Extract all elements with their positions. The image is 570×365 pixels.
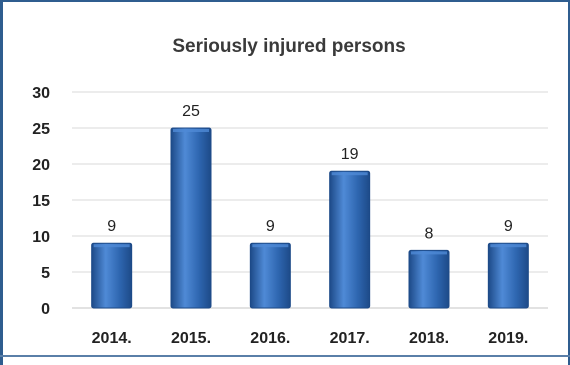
frame-left-border [0, 0, 3, 365]
bars [91, 127, 529, 309]
y-tick-label: 25 [32, 121, 50, 138]
bar-top-highlight [490, 244, 527, 248]
chart-title: Seriously injured persons [172, 36, 405, 57]
data-labels: 9 25 9 19 8 9 [107, 103, 513, 242]
y-tick-label: 0 [41, 301, 50, 318]
bar-2014 [91, 242, 133, 309]
x-tick-label: 2016. [250, 330, 290, 347]
data-label: 9 [107, 218, 116, 235]
bar-2015 [170, 127, 212, 309]
frame-bottom-border [0, 355, 570, 357]
data-label: 8 [425, 225, 434, 242]
bar-2018 [408, 249, 450, 309]
frame-top-border [0, 0, 570, 2]
bar-2019 [487, 242, 529, 309]
x-tick-label: 2014. [92, 330, 132, 347]
y-tick-label: 15 [32, 193, 50, 210]
frame-right-border [568, 0, 570, 365]
bar-top-highlight [331, 172, 368, 176]
bar-top-highlight [411, 251, 447, 255]
data-label: 19 [341, 146, 359, 163]
data-label: 9 [504, 218, 513, 235]
bar-2017 [329, 170, 371, 309]
x-tick-label: 2018. [409, 330, 449, 347]
data-label: 25 [182, 103, 200, 120]
x-tick-label: 2017. [330, 330, 370, 347]
y-tick-label: 10 [32, 229, 50, 246]
y-tick-label: 30 [32, 85, 50, 102]
y-tick-label: 5 [41, 265, 50, 282]
grid-lines [72, 91, 548, 309]
bar-top-highlight [173, 129, 209, 132]
x-axis-ticks: 2014. 2015. 2016. 2017. 2018. 2019. [92, 330, 529, 347]
bar-2016 [249, 242, 291, 309]
y-tick-label: 20 [32, 157, 50, 174]
x-tick-label: 2015. [171, 330, 211, 347]
bar-top-highlight [252, 244, 289, 248]
data-label: 9 [266, 218, 275, 235]
x-tick-label: 2019. [488, 330, 528, 347]
y-axis-ticks: 0 5 10 15 20 25 30 [32, 85, 50, 318]
bar-top-highlight [93, 244, 130, 248]
